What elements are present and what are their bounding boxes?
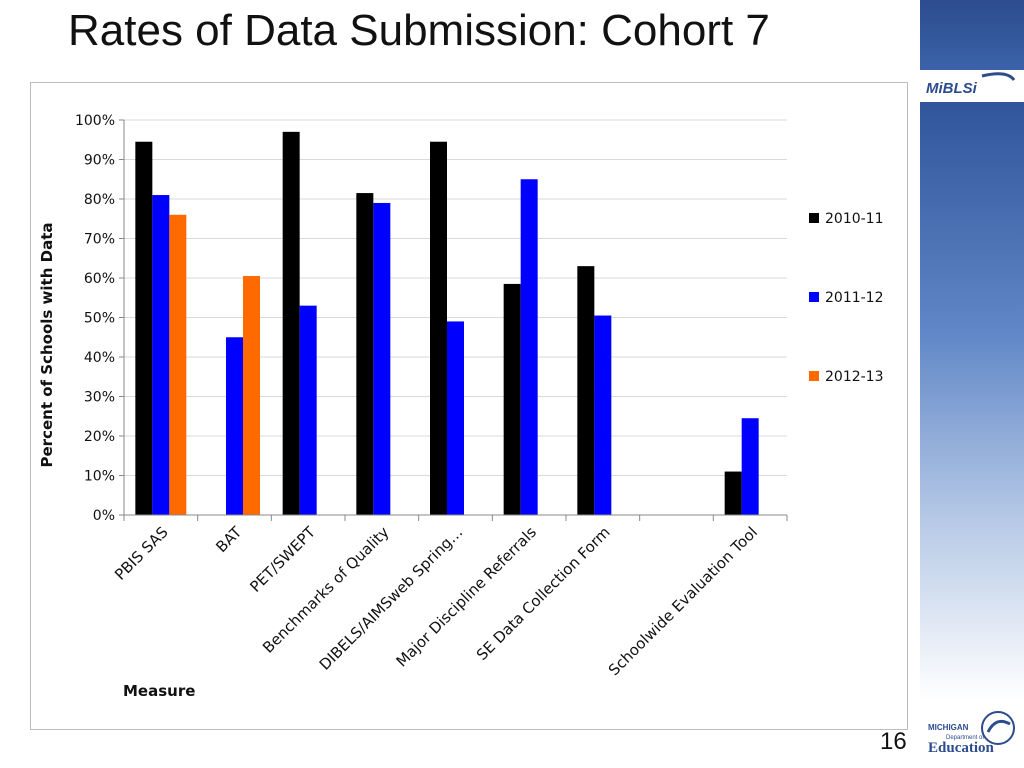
side-decoration-band [920, 0, 1024, 768]
x-category-label: Major Discipline Referrals [393, 523, 541, 671]
bar [282, 131, 300, 515]
x-category-label: SE Data Collection Form [473, 523, 614, 664]
y-tick-label: 50% [84, 311, 115, 327]
legend-swatch [809, 292, 819, 302]
x-category-label: DIBELS/AIMSweb Spring… [316, 523, 467, 674]
y-tick-label: 90% [84, 153, 115, 169]
bar [503, 283, 521, 515]
bar [430, 141, 447, 515]
bar [447, 321, 464, 515]
footer-logo-line3: Education [928, 740, 995, 756]
page-number: 16 [880, 728, 907, 755]
x-category-label: Schoolwide Evaluation Tool [605, 523, 761, 679]
bar [741, 418, 759, 515]
y-tick-label: 40% [84, 350, 115, 366]
y-tick-label: 20% [84, 429, 115, 445]
y-axis-ticks: 0% 10% 20% 30% 40% 50% 60% 70% 80% 90% 100% [75, 113, 124, 524]
axes [123, 120, 788, 521]
bar [135, 141, 153, 515]
legend-label: 2011-12 [825, 290, 884, 306]
bars [135, 131, 759, 516]
y-axis-title: Percent of Schools with Data [38, 223, 56, 468]
footer-logo-line2: Department of [946, 735, 984, 741]
miblsi-logo-text: MiBLSi [926, 80, 978, 97]
y-tick-label: 0% [93, 508, 115, 524]
y-tick-label: 10% [84, 469, 115, 485]
bar [594, 315, 612, 515]
miblsi-logo: MiBLSi [922, 70, 1022, 102]
bar-chart: 0% 10% 20% 30% 40% 50% 60% 70% 80% 90% 100% PBIS S… [38, 113, 884, 700]
bar [226, 337, 243, 515]
chart-area: 0% 10% 20% 30% 40% 50% 60% 70% 80% 90% 100% PBIS S… [30, 82, 908, 730]
bar [152, 195, 170, 516]
bar [356, 193, 374, 515]
y-tick-label: 80% [84, 192, 115, 208]
legend-swatch [809, 213, 819, 223]
y-tick-label: 70% [84, 232, 115, 248]
x-category-label: Benchmarks of Quality [259, 523, 393, 657]
x-category-label: PBIS SAS [111, 523, 172, 584]
michigan-education-logo: MICHIGAN Department of Education [928, 711, 1015, 756]
slide-title: Rates of Data Submission: Cohort 7 [68, 6, 770, 55]
x-axis-title: Measure [123, 682, 195, 700]
bar [243, 276, 260, 515]
footer-logo-line1: MICHIGAN [928, 723, 969, 732]
bar [169, 214, 187, 516]
y-tick-label: 60% [84, 271, 115, 287]
y-tick-label: 30% [84, 390, 115, 406]
legend-swatch [809, 371, 819, 381]
x-category-label: BAT [212, 523, 246, 557]
bar [373, 202, 391, 515]
legend-label: 2010-11 [825, 211, 884, 227]
bar [299, 305, 317, 515]
bar [577, 266, 595, 515]
x-category-label: PET/SWEPT [246, 523, 319, 596]
legend-label: 2012-13 [825, 369, 884, 385]
bar [724, 471, 742, 515]
bar [520, 179, 538, 515]
y-tick-label: 100% [75, 113, 115, 129]
legend: 2010-11 2011-12 2012-13 [809, 211, 884, 385]
